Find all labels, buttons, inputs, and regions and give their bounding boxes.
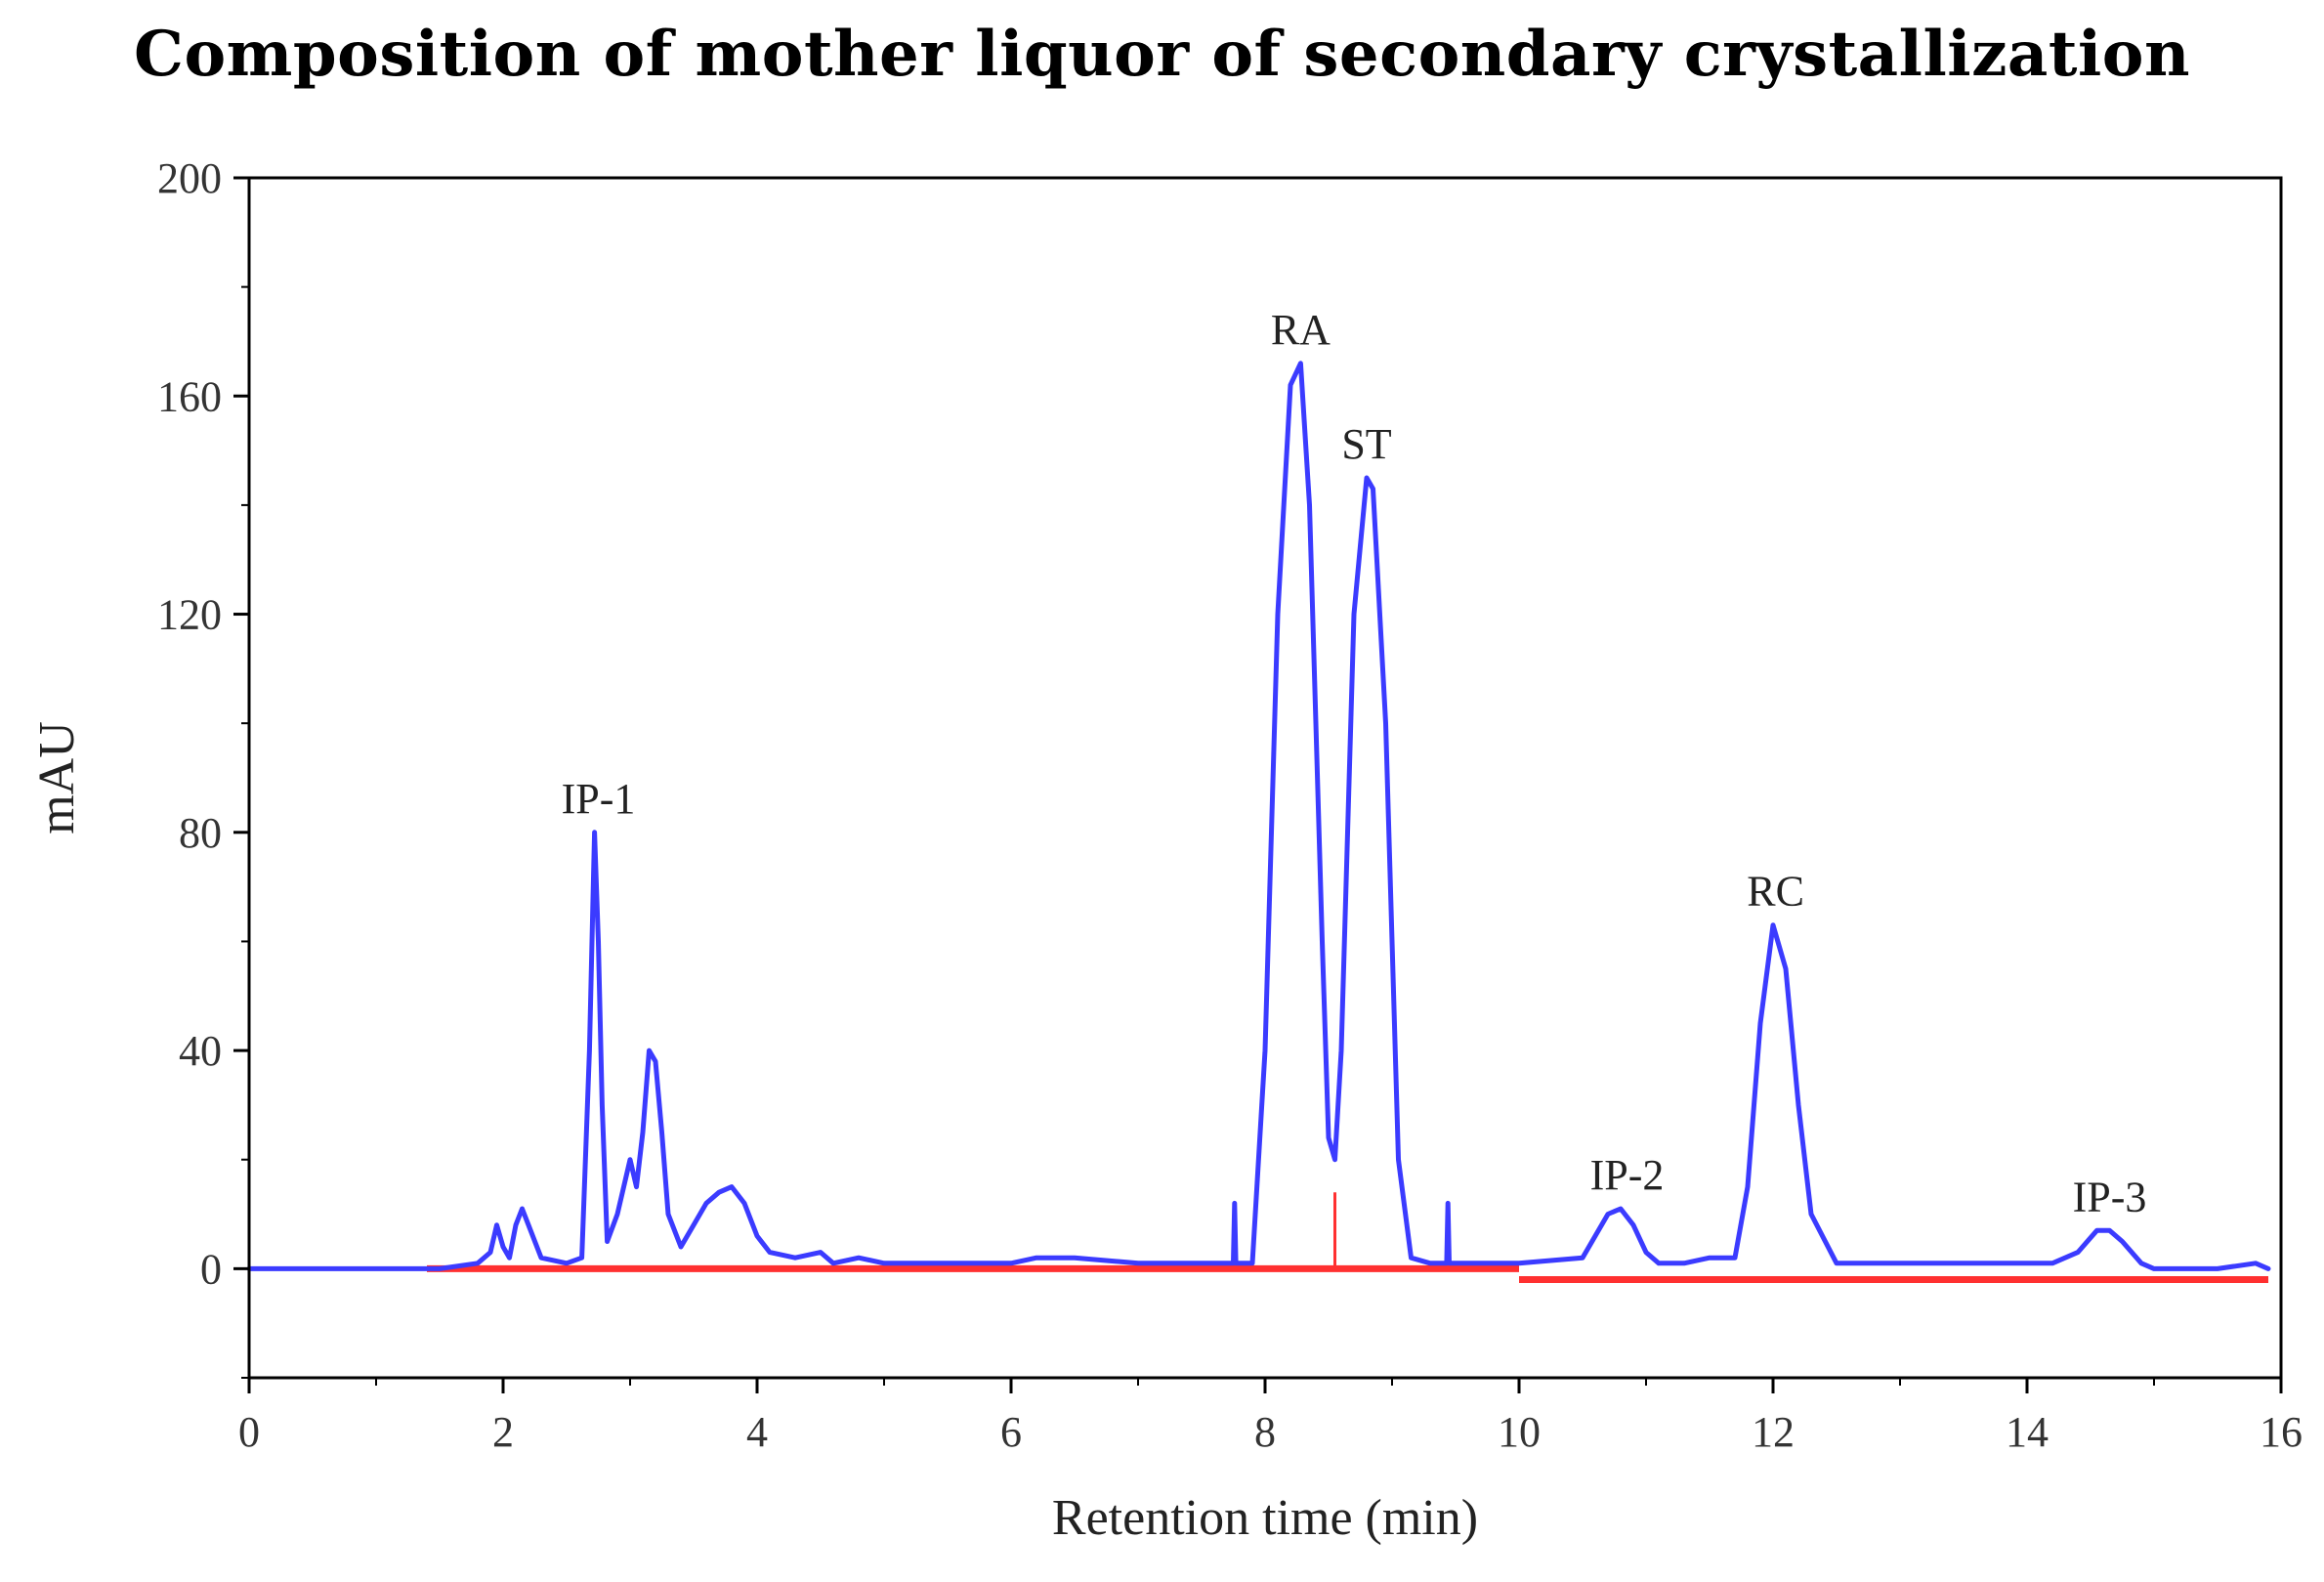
peak-label: RC bbox=[1747, 868, 1804, 916]
chart-title: Composition of mother liquor of secondar… bbox=[134, 18, 2190, 91]
x-tick-label: 2 bbox=[492, 1408, 514, 1456]
y-tick-label: 120 bbox=[157, 591, 222, 639]
x-tick-label: 12 bbox=[1752, 1408, 1795, 1456]
peak-label: IP-2 bbox=[1590, 1151, 1665, 1199]
x-tick-label: 6 bbox=[1000, 1408, 1022, 1456]
plot-frame bbox=[247, 176, 2283, 1380]
y-tick-label: 200 bbox=[157, 154, 222, 202]
y-tick-label: 40 bbox=[179, 1027, 222, 1075]
peak-label: ST bbox=[1341, 420, 1391, 468]
chromatogram-trace bbox=[246, 361, 2271, 1271]
x-tick-label: 4 bbox=[746, 1408, 768, 1456]
y-tick-label: 80 bbox=[179, 809, 222, 857]
peak-label: RA bbox=[1271, 306, 1331, 354]
x-tick-label: 14 bbox=[2006, 1408, 2049, 1456]
x-axis-title: Retention time (min) bbox=[1052, 1490, 1478, 1546]
x-tick-label: 10 bbox=[1498, 1408, 1541, 1456]
axes: 0 40 80 120 160 200 0 2 4 6 8 10 12 14 16 bbox=[157, 154, 2303, 1456]
y-tick-label: 160 bbox=[157, 372, 222, 420]
plot-area: IP-1 RA ST IP-2 RC IP-3 bbox=[246, 306, 2271, 1284]
x-tick-label: 8 bbox=[1254, 1408, 1276, 1456]
x-tick-label: 0 bbox=[238, 1408, 260, 1456]
peak-label: IP-3 bbox=[2073, 1173, 2147, 1220]
y-axis-title: mAU bbox=[29, 721, 85, 834]
x-tick-label: 16 bbox=[2260, 1408, 2303, 1456]
peak-label: IP-1 bbox=[562, 775, 636, 823]
y-tick-label: 0 bbox=[200, 1245, 222, 1293]
